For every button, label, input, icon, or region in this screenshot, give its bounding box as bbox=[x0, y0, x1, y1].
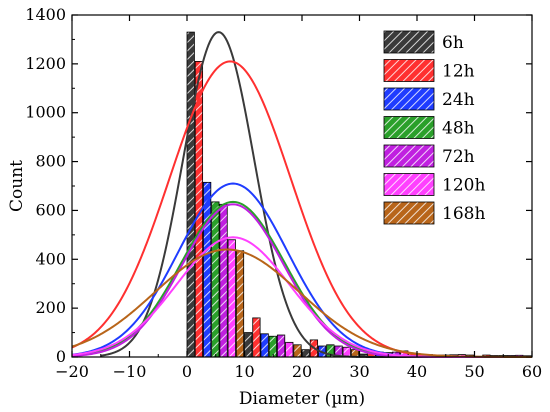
bar-6h-bin-0 bbox=[186, 31, 195, 358]
bar-72h-bin-10 bbox=[276, 334, 286, 358]
x-tick-label: −10 bbox=[113, 362, 147, 381]
y-tick-label: 1400 bbox=[25, 5, 66, 24]
legend-item-120h: 120h bbox=[383, 173, 485, 196]
y-tick-label: 1000 bbox=[25, 103, 66, 122]
x-tick-label: 60 bbox=[522, 362, 542, 381]
x-axis-title: Diameter (µm) bbox=[239, 389, 365, 409]
bar-168h-bin-10 bbox=[293, 344, 302, 358]
bar-48h-bin-10 bbox=[268, 335, 277, 358]
legend-item-6h: 6h bbox=[383, 30, 464, 54]
y-tick-label: 1200 bbox=[25, 54, 66, 73]
x-tick-label: 30 bbox=[349, 362, 369, 381]
bar-72h-bin-0 bbox=[219, 203, 228, 358]
legend-swatch bbox=[383, 173, 435, 196]
legend-swatch bbox=[383, 116, 435, 139]
bar-24h-bin-0 bbox=[203, 181, 212, 358]
y-axis-title: Count bbox=[7, 160, 27, 212]
legend-item-72h: 72h bbox=[383, 144, 475, 168]
bar-48h-bin-0 bbox=[211, 201, 220, 358]
legend-swatch bbox=[383, 30, 435, 54]
legend-item-24h: 24h bbox=[383, 87, 475, 111]
y-tick-label: 400 bbox=[35, 249, 66, 268]
legend-item-48h: 48h bbox=[383, 116, 475, 139]
legend-label: 6h bbox=[442, 33, 464, 53]
x-tick-label: 40 bbox=[407, 362, 427, 381]
legend-swatch bbox=[383, 59, 435, 82]
bar-12h-bin-10 bbox=[252, 317, 261, 358]
bar-120h-bin-10 bbox=[285, 341, 294, 358]
legend-swatch bbox=[383, 87, 435, 111]
tick-labels: −20 −10 0 10 20 30 40 50 60020040060080010001200… bbox=[25, 5, 542, 381]
y-tick-label: 600 bbox=[35, 200, 66, 219]
x-tick-label: 20 bbox=[292, 362, 312, 381]
x-tick-label: 0 bbox=[182, 362, 192, 381]
bar-120h-bin-0 bbox=[227, 239, 236, 358]
legend-label: 48h bbox=[442, 119, 475, 139]
legend-item-168h: 168h bbox=[383, 201, 485, 225]
legend-swatch bbox=[383, 201, 435, 225]
y-tick-label: 200 bbox=[35, 298, 66, 317]
legend-swatch bbox=[383, 144, 435, 168]
legend-label: 120h bbox=[442, 176, 485, 196]
bar-24h-bin-10 bbox=[260, 333, 269, 358]
fit-curve-168h bbox=[71, 248, 532, 358]
legend-label: 12h bbox=[442, 62, 475, 82]
x-tick-label: 50 bbox=[464, 362, 484, 381]
bar-6h-bin-10 bbox=[244, 332, 253, 358]
legend-item-12h: 12h bbox=[383, 59, 475, 82]
y-tick-label: 800 bbox=[35, 152, 66, 171]
bar-6h-bin-20 bbox=[301, 349, 310, 358]
legend-label: 168h bbox=[442, 204, 485, 224]
legend: 6h 12h 24h 48h 72h 120h 168h bbox=[383, 30, 485, 225]
y-tick-label: 0 bbox=[56, 347, 66, 366]
legend-label: 72h bbox=[442, 147, 475, 167]
x-tick-label: −20 bbox=[55, 362, 89, 381]
x-tick-label: 10 bbox=[234, 362, 254, 381]
bar-168h-bin-0 bbox=[235, 250, 245, 358]
legend-label: 24h bbox=[442, 90, 475, 110]
